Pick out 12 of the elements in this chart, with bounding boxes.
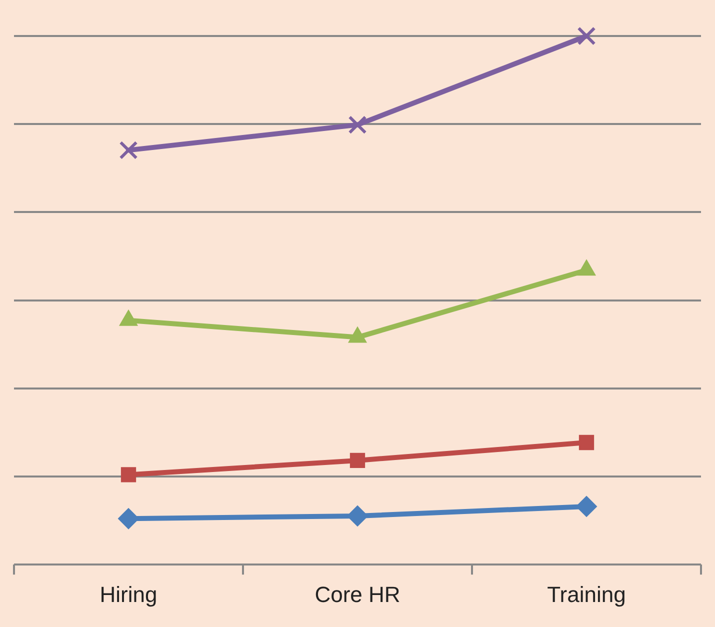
point [347,505,368,526]
point [118,508,139,530]
x-tick-label: Hiring [100,582,158,607]
point [348,116,367,134]
x-tick-label: Training [547,582,626,607]
x-tick-label: Core HR [314,582,400,607]
point [120,467,136,482]
point [119,140,138,160]
point [350,452,366,468]
point [576,496,597,517]
point [577,26,596,46]
point [578,434,594,450]
